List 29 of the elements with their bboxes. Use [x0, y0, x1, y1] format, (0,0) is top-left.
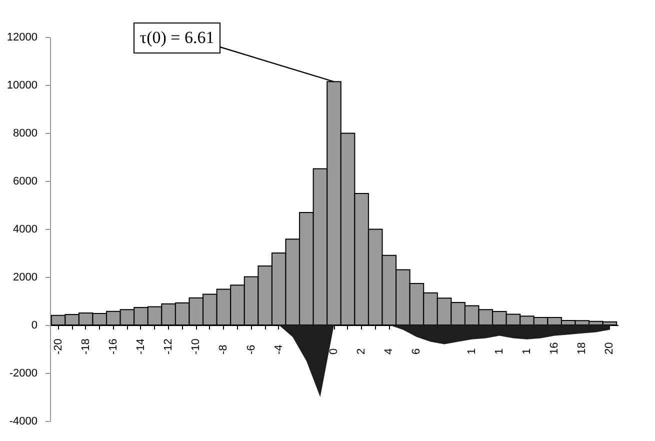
x-tick-label: 20: [604, 342, 616, 354]
x-tick-label: -12: [162, 338, 175, 354]
x-tick-label: -6: [245, 344, 258, 354]
x-tick-label: 16: [548, 342, 561, 354]
x-tick-label: 2: [356, 348, 368, 354]
x-tick-label: 0: [328, 348, 340, 354]
y-tick-label: 2000: [13, 272, 38, 284]
x-tick-label: -8: [218, 344, 230, 354]
y-tick-label: 12000: [6, 32, 38, 44]
x-tick-label: 6: [410, 348, 423, 354]
x-tick-label: -4: [272, 344, 285, 354]
x-tick-label: -16: [107, 338, 120, 354]
y-tick-label: 4000: [13, 224, 38, 236]
x-tick-label: -10: [190, 338, 202, 354]
y-tick-label: 0: [31, 320, 38, 332]
x-tick-label: 1: [493, 348, 506, 354]
y-tick-label: 10000: [6, 80, 38, 92]
x-tick-label: -20: [52, 338, 64, 354]
x-tick-label: 1: [521, 348, 534, 354]
y-tick-label: -2000: [9, 368, 38, 380]
annotation: τ(0) = 6.61: [140, 28, 214, 47]
y-tick-label: 8000: [13, 128, 38, 140]
x-tick-label: -14: [134, 338, 147, 354]
x-tick-label: -18: [80, 338, 92, 354]
x-tick-label: 4: [383, 348, 396, 354]
y-tick-label: 6000: [13, 176, 38, 188]
x-tick-label: 18: [576, 342, 588, 354]
x-tick-label: 1: [466, 348, 478, 354]
y-tick-label: -4000: [9, 416, 38, 428]
